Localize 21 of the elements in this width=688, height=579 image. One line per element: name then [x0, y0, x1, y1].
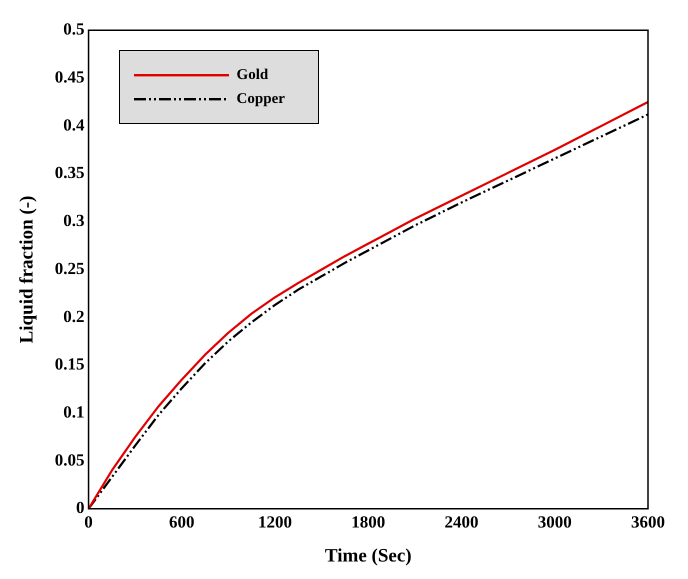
- y-tick-label: 0.15: [54, 354, 85, 374]
- y-tick-label: 0.05: [54, 450, 85, 470]
- legend-label: Gold: [236, 66, 268, 84]
- x-tick-label: 3600: [631, 512, 665, 532]
- y-tick-label: 0.25: [54, 258, 85, 278]
- y-tick-label: 0.5: [63, 20, 85, 39]
- y-tick-label: 0.3: [63, 211, 85, 230]
- y-tick-label: 0.35: [54, 163, 85, 182]
- y-axis-title: Liquid fraction (-): [16, 196, 38, 344]
- y-tick-label: 0.1: [63, 402, 85, 422]
- x-tick-label: 3000: [538, 512, 572, 532]
- x-axis-title: Time (Sec): [324, 546, 412, 567]
- y-tick-label: 0.4: [63, 115, 86, 134]
- y-tick-label: 0.2: [63, 306, 85, 326]
- x-tick-label: 600: [169, 512, 195, 532]
- legend-label: Copper: [236, 90, 285, 108]
- x-tick-label: 1200: [258, 512, 292, 532]
- y-tick-label: 0: [76, 498, 85, 518]
- x-tick-label: 1800: [351, 512, 386, 532]
- x-tick-label: 2400: [444, 512, 479, 532]
- y-tick-label: 0.45: [54, 67, 85, 86]
